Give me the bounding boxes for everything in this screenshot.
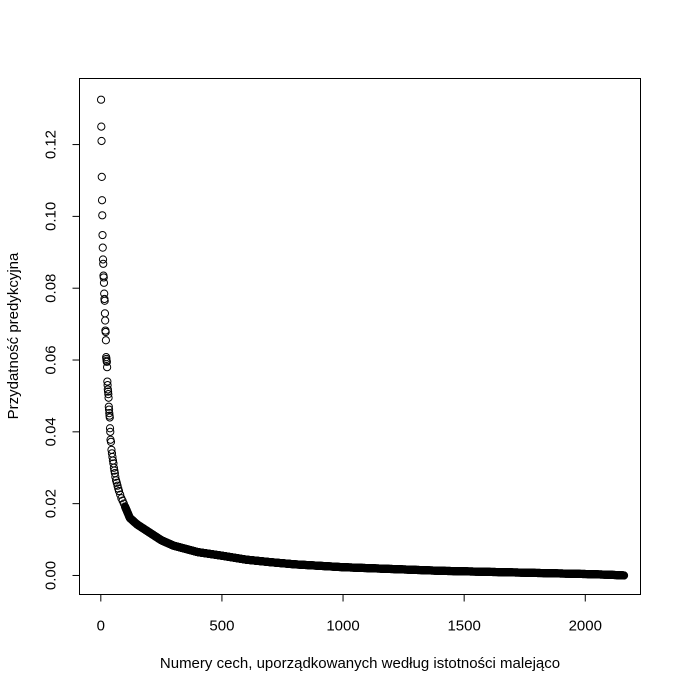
- data-point: [97, 172, 106, 181]
- plot-frame: [79, 78, 641, 595]
- data-point: [106, 427, 115, 436]
- data-point: [100, 309, 110, 318]
- x-axis-label: Numery cech, uporządkowanych według isto…: [160, 655, 560, 672]
- data-point: [103, 381, 112, 390]
- data-point: [105, 413, 114, 422]
- data-point: [98, 211, 107, 220]
- data-point: [101, 336, 111, 345]
- data-point: [96, 95, 106, 104]
- y-axis: 0.00 0.02 0.04 0.06 0.08 0.10 0.12: [43, 130, 80, 590]
- data-point: [103, 363, 112, 372]
- data-point: [106, 437, 116, 446]
- data-point: [114, 486, 124, 496]
- data-point: [97, 196, 107, 205]
- data-point: [98, 243, 107, 252]
- y-tick-label: 0.12: [43, 130, 60, 159]
- data-point: [101, 316, 110, 325]
- data-point: [99, 273, 108, 282]
- data-point: [104, 405, 114, 414]
- y-tick-label: 0.06: [43, 345, 60, 374]
- data-point: [97, 136, 106, 146]
- data-point: [99, 259, 108, 268]
- data-point: [97, 122, 106, 131]
- x-tick-label: 500: [209, 618, 234, 635]
- x-tick-label: 2000: [569, 618, 602, 635]
- data-point: [98, 255, 108, 264]
- data-point: [104, 393, 113, 402]
- y-tick-label: 0.10: [43, 202, 60, 231]
- data-point: [105, 424, 115, 433]
- data-point: [99, 278, 109, 287]
- data-point: [103, 377, 112, 386]
- data-point: [98, 230, 107, 240]
- data-point: [100, 296, 109, 305]
- data-points: [96, 95, 629, 580]
- y-tick-label: 0.00: [43, 561, 60, 590]
- y-tick-label: 0.08: [43, 274, 60, 303]
- data-point: [102, 357, 111, 366]
- data-point: [111, 472, 120, 481]
- x-tick-label: 0: [97, 618, 105, 635]
- data-point: [619, 571, 629, 580]
- data-point: [103, 387, 113, 396]
- data-point: [105, 409, 114, 418]
- y-tick-label: 0.02: [43, 489, 60, 518]
- y-axis-label: Przydatność predykcyjna: [5, 252, 22, 419]
- data-point: [109, 463, 119, 472]
- data-point: [104, 402, 113, 411]
- y-tick-label: 0.04: [43, 417, 60, 446]
- data-point: [104, 390, 113, 399]
- x-tick-label: 1000: [326, 618, 359, 635]
- data-point: [108, 452, 117, 462]
- x-axis: 0 500 1000 1500 2000: [97, 594, 602, 635]
- data-point: [101, 327, 110, 337]
- x-tick-label: 1500: [447, 618, 480, 635]
